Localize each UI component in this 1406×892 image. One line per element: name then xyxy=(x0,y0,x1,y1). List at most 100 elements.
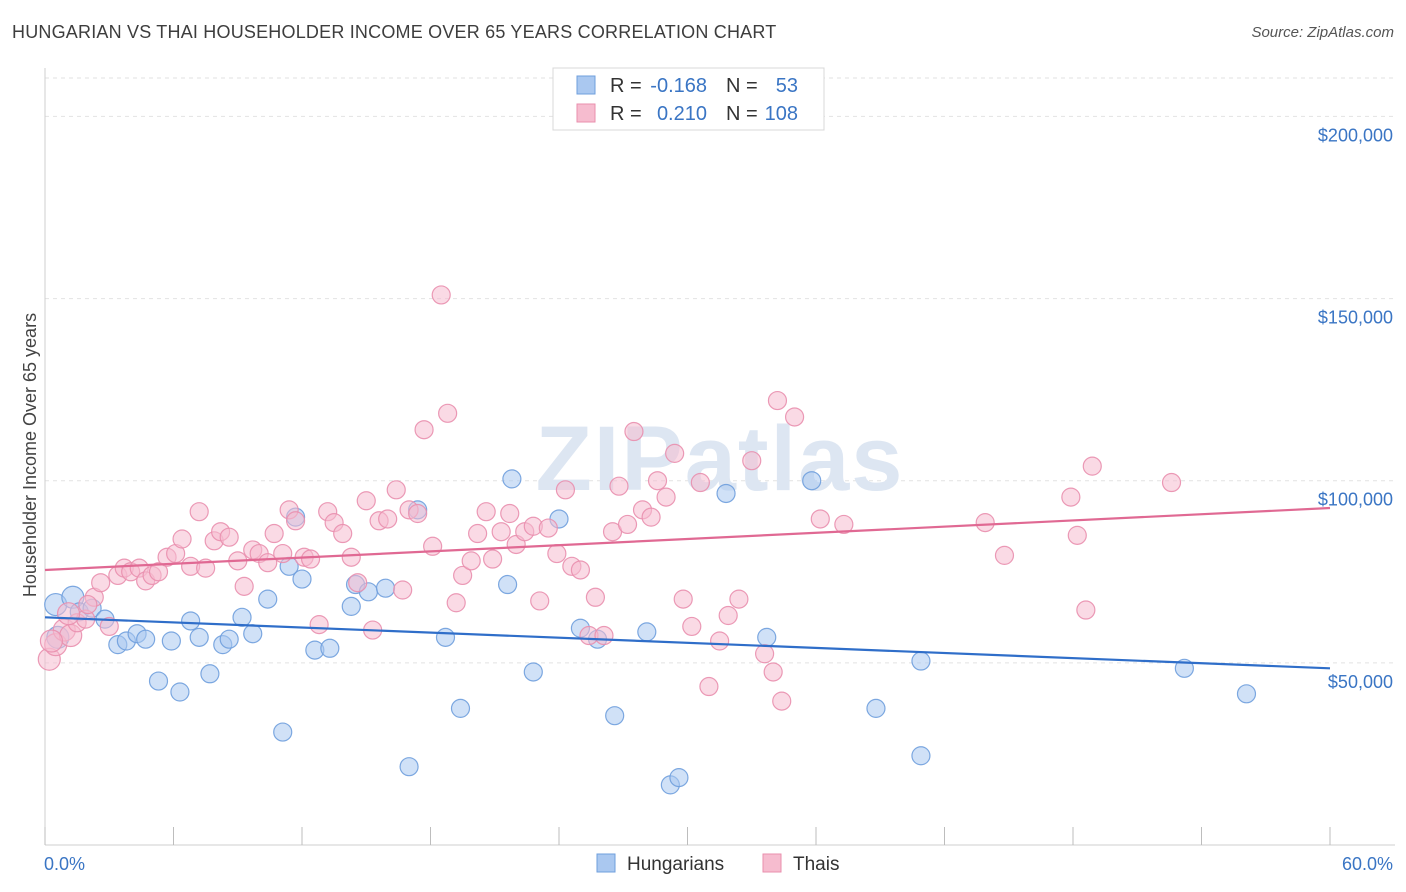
thais-point-93 xyxy=(767,390,788,411)
thais-point-52 xyxy=(431,285,451,305)
thais-point-7 xyxy=(91,573,111,593)
hungarians-point-21 xyxy=(273,722,293,742)
axes xyxy=(44,68,1395,846)
thais-point-75 xyxy=(609,476,629,496)
thais-point-101 xyxy=(1067,525,1087,545)
y-tick-label-1: $100,000 xyxy=(1318,490,1393,510)
thais-point-89 xyxy=(729,589,749,609)
thais-point-55 xyxy=(453,565,473,586)
thais-point-58 xyxy=(476,502,496,522)
thais-point-84 xyxy=(682,616,702,637)
thais-point-85 xyxy=(690,472,710,493)
thais-point-102 xyxy=(1076,600,1096,620)
hungarians-point-13 xyxy=(181,611,201,631)
thais-point-96 xyxy=(810,509,830,529)
thais-point-107 xyxy=(78,594,98,615)
x-tick-label-1: 60.0% xyxy=(1342,854,1393,874)
source-label: Source: ZipAtlas.com xyxy=(1251,24,1394,41)
hungarians-point-35 xyxy=(498,574,518,595)
hungarians-point-14 xyxy=(189,627,209,647)
y-axis-ticks: $50,000 $100,000 $150,000 $200,000 xyxy=(1318,125,1393,691)
hungarians-point-48 xyxy=(866,698,886,718)
hungarians-point-26 xyxy=(320,638,340,658)
thais-point-81 xyxy=(656,487,676,507)
thais-point-80 xyxy=(647,471,668,491)
thais-point-87 xyxy=(710,631,730,651)
hungarians-point-49 xyxy=(911,651,931,671)
thais-point-100 xyxy=(1061,487,1081,507)
hungarians-point-31 xyxy=(399,757,419,777)
hungarians-point-47 xyxy=(802,471,822,491)
x-axis-ticks: 0.0% 60.0% xyxy=(44,854,1393,874)
thais-point-91 xyxy=(754,644,775,664)
legend-n-value-hungarians: 53 xyxy=(776,75,798,97)
thais-point-76 xyxy=(617,514,638,535)
hungarians-point-51 xyxy=(1174,658,1194,678)
thais-point-70 xyxy=(570,560,591,580)
thais-point-77 xyxy=(624,421,644,442)
stats-legend-box xyxy=(552,67,825,131)
hungarians-point-15 xyxy=(200,664,220,684)
legend-r-value-hungarians: -0.168 xyxy=(650,75,707,97)
hungarians-point-46 xyxy=(757,627,777,647)
hungarians-point-27 xyxy=(341,596,361,616)
legend-r-label-1: R = xyxy=(610,75,642,97)
hungarians-point-11 xyxy=(161,631,181,651)
thais-point-67 xyxy=(547,543,567,564)
thais-point-104 xyxy=(1161,472,1182,493)
thais-point-86 xyxy=(699,676,719,697)
thais-point-30 xyxy=(264,523,284,544)
thais-point-60 xyxy=(491,522,511,542)
thais-point-61 xyxy=(500,503,520,524)
legend-r-value-thais: 0.210 xyxy=(657,103,707,125)
hungarians-point-19 xyxy=(243,624,263,644)
thais-point-88 xyxy=(718,605,738,626)
series-legend: Hungarians Thais xyxy=(596,853,839,875)
hungarians-point-18 xyxy=(232,607,252,627)
thais-point-92 xyxy=(763,662,783,682)
thais-point-26 xyxy=(234,576,254,596)
bottom-legend-swatch-hungarians xyxy=(596,853,616,873)
thais-point-45 xyxy=(378,509,398,529)
thais-point-35 xyxy=(300,549,321,569)
thais-point-73 xyxy=(594,625,614,646)
thais-point-39 xyxy=(333,523,353,544)
legend-n-label-2: N = xyxy=(726,103,758,125)
thais-point-49 xyxy=(408,503,428,524)
thais-point-66 xyxy=(538,518,558,538)
hungarians-point-12 xyxy=(170,682,190,702)
x-tick-label-0: 0.0% xyxy=(44,854,85,874)
thais-point-79 xyxy=(641,507,661,527)
legend-n-value-thais: 108 xyxy=(765,103,798,125)
thais-point-103 xyxy=(1082,456,1102,476)
thais-point-98 xyxy=(975,513,995,533)
hungarians-point-37 xyxy=(523,662,543,682)
y-axis-label: Householder Income Over 65 years xyxy=(20,313,40,597)
thais-point-94 xyxy=(772,691,792,711)
thais-point-56 xyxy=(461,551,481,571)
thais-point-65 xyxy=(530,591,550,611)
thais-point-90 xyxy=(742,451,762,471)
thais-point-97 xyxy=(834,514,854,535)
hungarians-point-33 xyxy=(435,627,456,647)
hungarians-point-45 xyxy=(716,483,736,504)
bottom-legend-swatch-thais xyxy=(762,853,782,873)
hungarians-point-17 xyxy=(219,629,239,649)
hungarians-point-10 xyxy=(148,671,169,691)
bottom-legend-label-thais: Thais xyxy=(793,854,839,875)
thais-point-106 xyxy=(56,602,81,626)
hungarians-trend-line xyxy=(44,616,1331,670)
thais-trend-line xyxy=(44,506,1331,572)
trend-lines xyxy=(44,506,1331,670)
hungarians-point-24 xyxy=(292,569,312,589)
hungarians-point-52 xyxy=(1236,684,1257,704)
thais-point-95 xyxy=(784,407,805,427)
thais-point-47 xyxy=(393,580,413,600)
thais-point-59 xyxy=(483,549,503,569)
thais-point-20 xyxy=(189,502,209,522)
thais-point-50 xyxy=(414,420,434,440)
thais-point-36 xyxy=(309,615,329,635)
y-tick-label-3: $200,000 xyxy=(1318,125,1393,145)
thais-point-18 xyxy=(172,529,192,549)
